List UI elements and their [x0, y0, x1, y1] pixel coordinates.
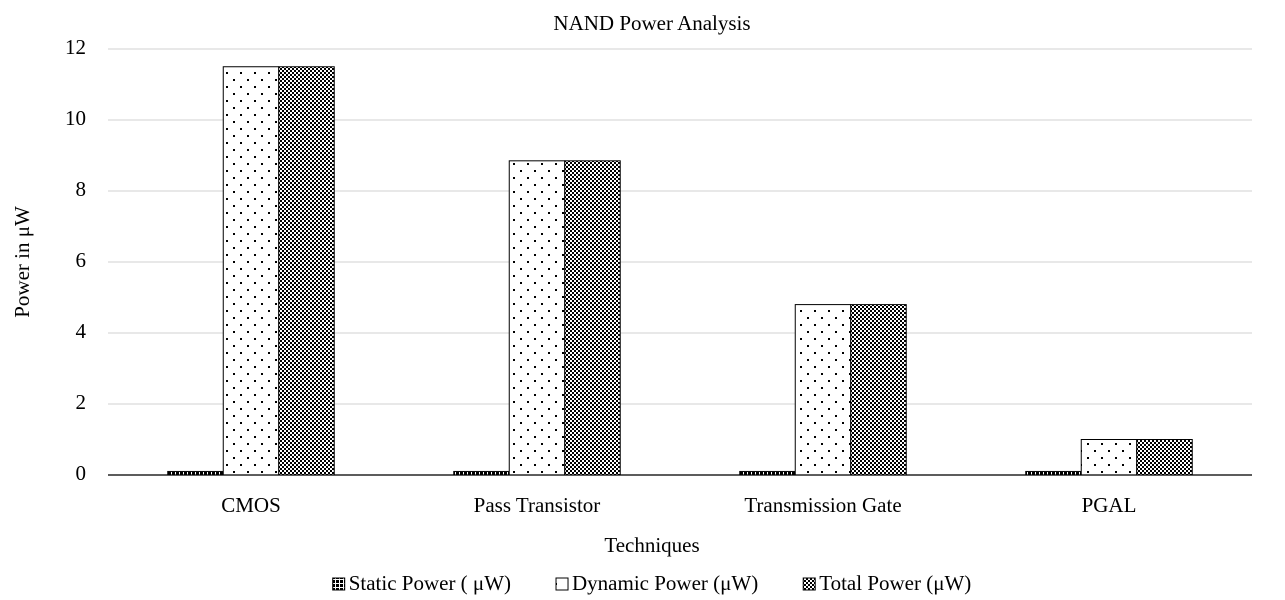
legend-marker: [802, 577, 816, 591]
legend-label: Total Power (μW): [819, 571, 971, 595]
y-tick-label: 12: [65, 35, 86, 59]
y-tick-label: 0: [76, 461, 87, 485]
bar: [222, 66, 280, 476]
x-tick-label: Pass Transistor: [474, 493, 601, 517]
bar: [564, 160, 621, 476]
bar: [278, 66, 335, 476]
chart-title: NAND Power Analysis: [553, 11, 750, 35]
legend-label: Dynamic Power (μW): [572, 571, 758, 595]
legend-marker: [555, 577, 569, 591]
y-tick-label: 8: [76, 177, 87, 201]
bar: [1080, 439, 1138, 476]
y-tick-label: 6: [76, 248, 87, 272]
y-axis-title: Power in μW: [10, 206, 34, 318]
legend-label: Static Power ( μW): [349, 571, 511, 595]
y-tick-label: 2: [76, 390, 87, 414]
legend-marker: [332, 577, 346, 591]
x-tick-label: PGAL: [1082, 493, 1137, 517]
bar: [850, 304, 907, 476]
bar: [794, 304, 852, 476]
y-tick-label: 4: [76, 319, 87, 343]
bar: [508, 160, 566, 476]
x-tick-label: Transmission Gate: [744, 493, 901, 517]
x-axis-title: Techniques: [604, 533, 699, 557]
y-tick-label: 10: [65, 106, 86, 130]
x-tick-label: CMOS: [221, 493, 281, 517]
bar: [1136, 439, 1193, 476]
